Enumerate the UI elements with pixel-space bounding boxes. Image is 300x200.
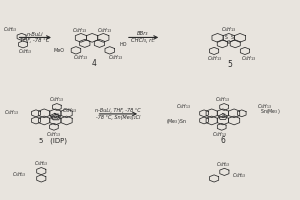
Text: $C_6H_{13}$: $C_6H_{13}$ [62, 106, 77, 115]
Text: O: O [54, 115, 57, 119]
Text: $C_6H_{13}$: $C_6H_{13}$ [3, 25, 18, 34]
Text: (Me$_3$)Sn: (Me$_3$)Sn [166, 117, 186, 126]
Text: CHCl₃, rt.: CHCl₃, rt. [131, 38, 155, 43]
Text: $C_6H_{13}$: $C_6H_{13}$ [4, 108, 19, 117]
Text: 5   (IDP): 5 (IDP) [39, 137, 67, 144]
Text: $C_6H_{13}$: $C_6H_{13}$ [73, 53, 88, 62]
Text: HO: HO [119, 42, 127, 47]
Text: n-BuLi, THF, -78 °C: n-BuLi, THF, -78 °C [95, 108, 141, 113]
Text: $C_6H_{13}$: $C_6H_{13}$ [12, 170, 27, 179]
Text: $C_6H_{13}$: $C_6H_{13}$ [215, 160, 230, 169]
Text: S: S [223, 113, 226, 117]
Text: $C_6H_{13}$: $C_6H_{13}$ [108, 53, 123, 62]
Text: $C_6H_{13}$: $C_6H_{13}$ [34, 160, 49, 168]
Text: $C_6H_{13}$: $C_6H_{13}$ [221, 25, 236, 34]
Text: 5: 5 [228, 60, 233, 69]
Text: 4: 4 [91, 59, 96, 68]
Text: $C_6H_{13}$: $C_6H_{13}$ [207, 54, 222, 63]
Text: $C_6H_{13}$: $C_6H_{13}$ [176, 103, 190, 111]
Text: $C_6H_{13}$: $C_6H_{13}$ [215, 95, 230, 104]
Text: THF, -78 °C: THF, -78 °C [20, 38, 50, 43]
Text: $C_6H_{13}$: $C_6H_{13}$ [18, 47, 32, 56]
Text: n-BuLi: n-BuLi [26, 32, 43, 37]
Text: O: O [227, 40, 231, 45]
Text: $C_6H_{13}$: $C_6H_{13}$ [72, 26, 87, 35]
Text: O: O [221, 115, 224, 119]
Text: $C_6H_{13}$: $C_6H_{13}$ [97, 26, 112, 35]
Text: S: S [56, 113, 59, 117]
Text: 6: 6 [220, 136, 225, 145]
Text: BBr₃: BBr₃ [137, 31, 149, 36]
Text: S: S [224, 35, 227, 40]
Text: $C_6H_{13}$: $C_6H_{13}$ [241, 54, 256, 63]
Text: $C_6H_{13}$: $C_6H_{13}$ [232, 171, 246, 180]
Text: $C_6H_{13}$: $C_6H_{13}$ [46, 130, 62, 139]
Text: -78 °C, Sn(Me₃)₂Cl: -78 °C, Sn(Me₃)₂Cl [96, 115, 140, 120]
Text: MeO: MeO [53, 48, 64, 53]
Text: $C_6H_{13}$: $C_6H_{13}$ [257, 103, 272, 111]
Text: Sn(Me$_3$): Sn(Me$_3$) [260, 107, 280, 116]
Text: $C_6H_{13}$: $C_6H_{13}$ [212, 130, 227, 139]
Text: $C_6H_{13}$: $C_6H_{13}$ [49, 95, 64, 104]
Text: S: S [230, 35, 233, 40]
